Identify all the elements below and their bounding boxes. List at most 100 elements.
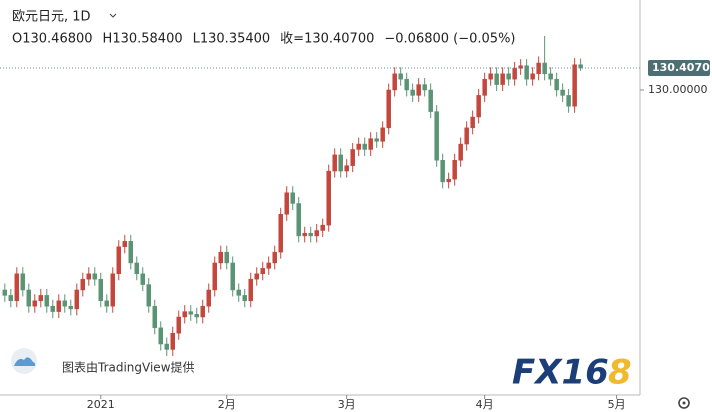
candle-body xyxy=(176,316,181,334)
candle-body xyxy=(440,160,445,183)
candle-body xyxy=(20,273,26,291)
ohlc-value: O130.46800 xyxy=(12,32,93,47)
candle-body xyxy=(230,262,235,291)
candle-body xyxy=(74,289,80,310)
candle-body xyxy=(158,327,163,345)
candle-body xyxy=(164,343,169,350)
candle-body xyxy=(314,230,319,237)
x-tick-label: 2021 xyxy=(87,398,115,411)
candle-body xyxy=(494,73,499,85)
watermark: FX16 xyxy=(512,353,609,393)
candle-body xyxy=(548,73,553,80)
candle-body xyxy=(50,305,56,312)
candle-body xyxy=(422,84,427,91)
candle-body xyxy=(458,143,463,161)
candle-body xyxy=(380,127,385,142)
candle-body xyxy=(434,111,439,161)
x-tick-label: 4月 xyxy=(476,398,494,411)
candle-body xyxy=(236,289,241,296)
candle-body xyxy=(374,138,379,142)
candle-body xyxy=(128,241,134,264)
candle-body xyxy=(62,300,68,307)
candle-body xyxy=(188,311,193,315)
last-price-label: 130.40700 xyxy=(652,61,712,74)
candle-body xyxy=(296,203,301,237)
candle-body xyxy=(362,143,367,150)
candle-body xyxy=(92,273,98,280)
candle-body xyxy=(110,273,116,307)
candle-body xyxy=(344,165,349,172)
candle-body xyxy=(350,149,355,166)
candle-body xyxy=(368,138,373,150)
candle-body xyxy=(56,300,62,312)
last-price-box xyxy=(648,59,710,76)
watermark-accent: 8 xyxy=(608,353,632,393)
gear-center[interactable] xyxy=(682,401,686,405)
candle-body xyxy=(572,64,577,107)
candle-body xyxy=(578,64,583,69)
candle-body xyxy=(416,84,421,96)
candle-body xyxy=(254,273,259,280)
candle-body xyxy=(212,262,217,291)
candle-body xyxy=(446,178,451,183)
candle-body xyxy=(2,289,8,296)
candle-body xyxy=(242,295,247,302)
candle-body xyxy=(122,241,128,247)
candle-body xyxy=(554,78,559,91)
gear[interactable] xyxy=(678,397,690,409)
candle-body xyxy=(308,232,313,237)
candle-body xyxy=(8,295,14,302)
candle-body xyxy=(398,73,403,80)
candle-body xyxy=(332,154,337,172)
candle-body xyxy=(356,143,361,150)
candle-body xyxy=(500,73,505,85)
candle-body xyxy=(320,224,325,231)
ohlc-value: −0.06800 (−0.05%) xyxy=(384,32,515,47)
candle-body xyxy=(386,89,391,129)
candle-body xyxy=(116,246,122,275)
candle-body xyxy=(272,251,277,264)
settings-icon[interactable] xyxy=(678,397,690,409)
candle-body xyxy=(44,295,50,307)
candle-body xyxy=(428,89,433,112)
candle-body xyxy=(530,73,535,80)
candle-body xyxy=(260,268,265,275)
symbol[interactable]: 欧元日元, 1D xyxy=(12,10,91,25)
candle-body xyxy=(224,251,229,264)
candle-body xyxy=(200,305,205,318)
candle-body xyxy=(302,232,307,237)
candle-body xyxy=(278,214,283,253)
x-tick-label: 3月 xyxy=(338,398,356,411)
logo xyxy=(11,348,37,374)
candle-body xyxy=(140,273,146,285)
attribution[interactable]: 图表由TradingView提供 xyxy=(62,360,195,375)
candle-body xyxy=(182,311,187,318)
candle-body xyxy=(206,289,211,307)
candle-body xyxy=(26,289,32,307)
dropdown-icon[interactable] xyxy=(109,13,117,18)
candle-body xyxy=(290,192,295,204)
candle-body xyxy=(266,262,271,269)
x-tick-label: 5月 xyxy=(608,398,626,411)
candle-body xyxy=(512,68,517,80)
candle-body xyxy=(248,278,253,302)
candle-body xyxy=(98,278,104,302)
candle-body xyxy=(134,262,140,275)
candle-body xyxy=(80,278,86,291)
candle-body xyxy=(104,300,110,307)
logo-cloud xyxy=(14,357,36,366)
ohlc-value: L130.35400 xyxy=(193,32,271,47)
candle-body xyxy=(404,78,409,91)
candle-body xyxy=(68,305,74,310)
ohlc-value: H130.58400 xyxy=(103,32,183,47)
candle-body xyxy=(410,89,415,96)
candle-body xyxy=(524,65,529,80)
ohlc-value: 收=130.40700 xyxy=(280,32,374,47)
candle-body xyxy=(464,127,469,145)
candle-body xyxy=(452,160,457,180)
candle-body xyxy=(470,116,475,129)
x-tick-label: 2月 xyxy=(218,398,236,411)
candle-body xyxy=(506,73,511,80)
